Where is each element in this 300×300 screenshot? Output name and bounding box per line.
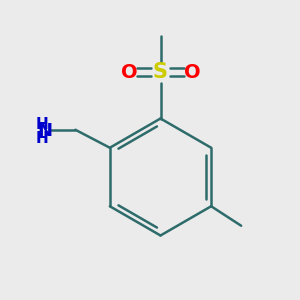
Text: N: N — [38, 122, 53, 140]
Text: O: O — [184, 62, 200, 82]
Text: H: H — [36, 131, 49, 146]
Text: H: H — [36, 117, 49, 132]
Text: O: O — [121, 62, 137, 82]
Text: S: S — [153, 62, 168, 82]
